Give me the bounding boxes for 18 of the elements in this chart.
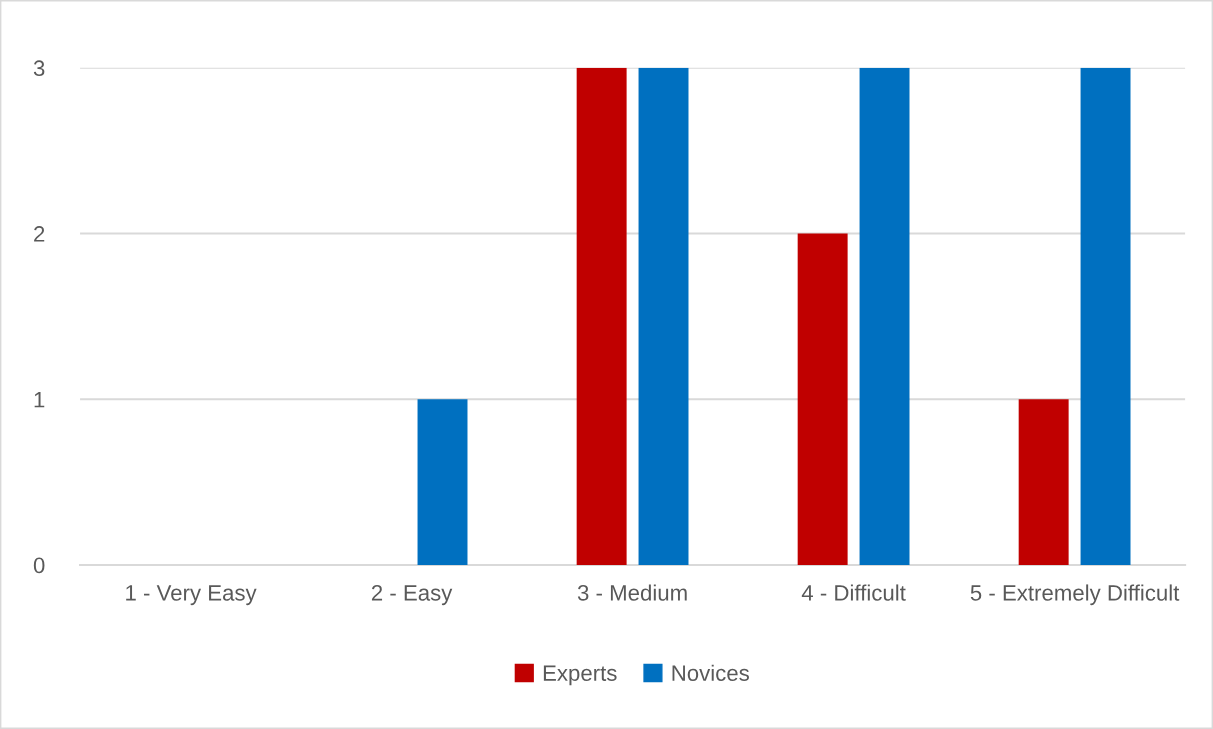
y-tick-label: 3 (33, 60, 45, 77)
y-tick-label: 2 (34, 226, 45, 242)
bar (1080, 67, 1131, 565)
y-tick-label: 1 (34, 392, 45, 408)
y-tick-label: 0 (33, 557, 45, 574)
x-tick-label: 5 - Extremely Difficult (970, 584, 1180, 606)
bar (576, 67, 627, 565)
bar (1018, 399, 1069, 565)
x-tick-label: 1 - Very Easy (126, 585, 257, 606)
x-tick-label: 2 - Easy (371, 585, 453, 606)
bar (797, 233, 848, 565)
legend-label: Novices (672, 664, 749, 681)
legend-label: Experts (543, 665, 617, 686)
x-tick-label: 3 - Medium (577, 584, 687, 601)
x-tick-label: 4 - Difficult (801, 584, 906, 601)
bar (859, 67, 910, 565)
bar (638, 67, 689, 565)
bar (417, 399, 468, 565)
